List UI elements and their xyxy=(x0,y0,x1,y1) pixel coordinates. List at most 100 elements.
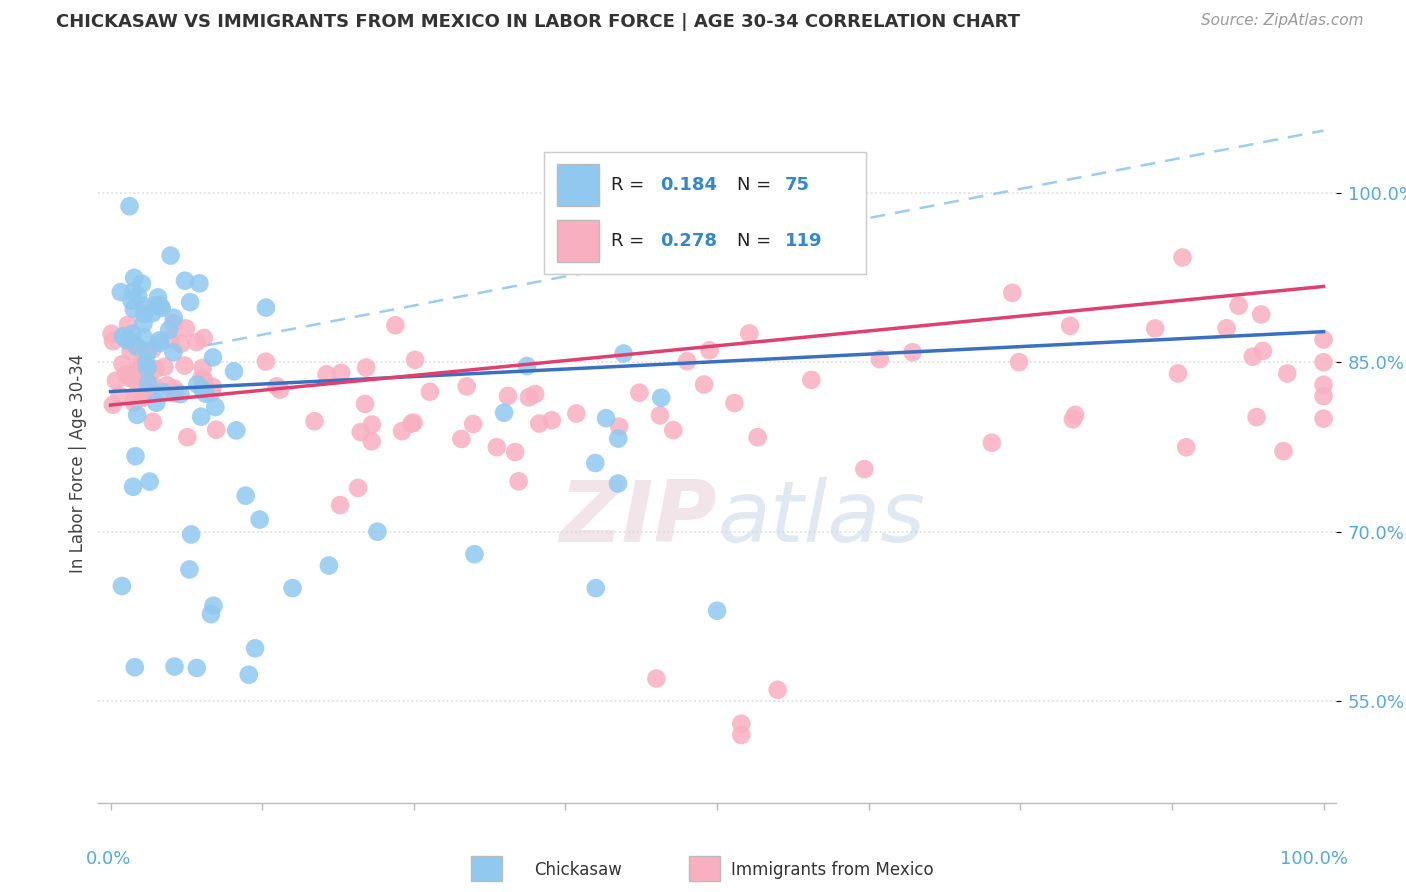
Point xyxy=(583,456,606,470)
Point xyxy=(1312,355,1334,369)
Point xyxy=(142,378,165,392)
Point xyxy=(645,672,668,686)
Point xyxy=(111,579,134,593)
Point xyxy=(100,326,122,341)
Point xyxy=(111,329,134,343)
Point xyxy=(676,354,699,368)
Point xyxy=(146,290,169,304)
Point xyxy=(135,356,157,370)
Point xyxy=(347,481,370,495)
Point xyxy=(730,716,752,731)
Point xyxy=(485,440,508,454)
Point xyxy=(190,371,212,385)
Point xyxy=(132,317,155,331)
Point xyxy=(139,384,162,398)
Point xyxy=(132,391,155,405)
Point xyxy=(1059,318,1081,333)
Point xyxy=(607,419,630,434)
Point xyxy=(157,323,180,337)
Point xyxy=(136,344,159,359)
Point xyxy=(1175,440,1198,454)
Point xyxy=(612,346,634,360)
Point xyxy=(120,344,142,359)
Y-axis label: In Labor Force | Age 30-34: In Labor Force | Age 30-34 xyxy=(69,354,87,574)
Point xyxy=(529,417,551,431)
Point xyxy=(266,379,288,393)
Point xyxy=(118,199,141,213)
Point xyxy=(174,321,197,335)
Point xyxy=(662,423,685,437)
Point xyxy=(132,299,155,313)
Point xyxy=(163,659,186,673)
Point xyxy=(354,360,377,375)
Point xyxy=(565,407,588,421)
Point xyxy=(162,345,184,359)
Point xyxy=(121,293,143,308)
Point xyxy=(1275,367,1298,381)
Point xyxy=(225,423,247,437)
Point xyxy=(730,728,752,742)
Point xyxy=(254,301,277,315)
Point xyxy=(585,581,607,595)
Point xyxy=(132,346,155,360)
Point xyxy=(419,384,441,399)
Point xyxy=(404,352,426,367)
Point xyxy=(101,334,124,349)
Point xyxy=(132,331,155,345)
Point xyxy=(235,489,257,503)
Point xyxy=(901,345,924,359)
Point xyxy=(173,359,195,373)
Text: ZIP: ZIP xyxy=(560,476,717,559)
Point xyxy=(254,354,277,368)
Point xyxy=(142,415,165,429)
Point xyxy=(124,449,146,463)
Point xyxy=(243,641,266,656)
Point xyxy=(869,352,891,367)
Point xyxy=(1001,285,1024,300)
Point xyxy=(136,361,159,376)
Point xyxy=(329,498,352,512)
Point xyxy=(190,409,212,424)
Point xyxy=(122,395,145,409)
Point xyxy=(1312,333,1334,347)
Point xyxy=(456,379,478,393)
Point xyxy=(315,368,337,382)
Point xyxy=(494,406,516,420)
Point xyxy=(516,359,538,373)
Point xyxy=(122,372,145,386)
Point xyxy=(384,318,406,333)
Point xyxy=(1008,355,1031,369)
Point xyxy=(101,398,124,412)
Point xyxy=(159,332,181,346)
Point xyxy=(149,299,172,313)
Point xyxy=(174,274,197,288)
Point xyxy=(134,376,156,391)
Point xyxy=(163,386,186,401)
Point xyxy=(450,432,472,446)
Point xyxy=(111,357,134,371)
Point xyxy=(194,386,217,401)
Point xyxy=(201,379,224,393)
Point xyxy=(205,423,228,437)
Point xyxy=(201,385,224,400)
Point xyxy=(141,306,163,320)
Point xyxy=(463,417,485,431)
Point xyxy=(1250,307,1272,321)
Text: atlas: atlas xyxy=(717,476,925,559)
Point xyxy=(148,334,170,348)
Point xyxy=(104,374,127,388)
Point xyxy=(1272,444,1295,458)
Point xyxy=(134,369,156,384)
Point xyxy=(350,425,373,439)
Point xyxy=(127,359,149,374)
Point xyxy=(127,340,149,354)
Point xyxy=(193,331,215,345)
Point xyxy=(607,476,630,491)
Point xyxy=(200,607,222,621)
Point xyxy=(129,359,152,374)
Text: 100.0%: 100.0% xyxy=(1279,850,1348,868)
Point xyxy=(124,660,146,674)
Point xyxy=(186,377,208,392)
Point xyxy=(699,343,721,358)
Point xyxy=(1241,350,1264,364)
